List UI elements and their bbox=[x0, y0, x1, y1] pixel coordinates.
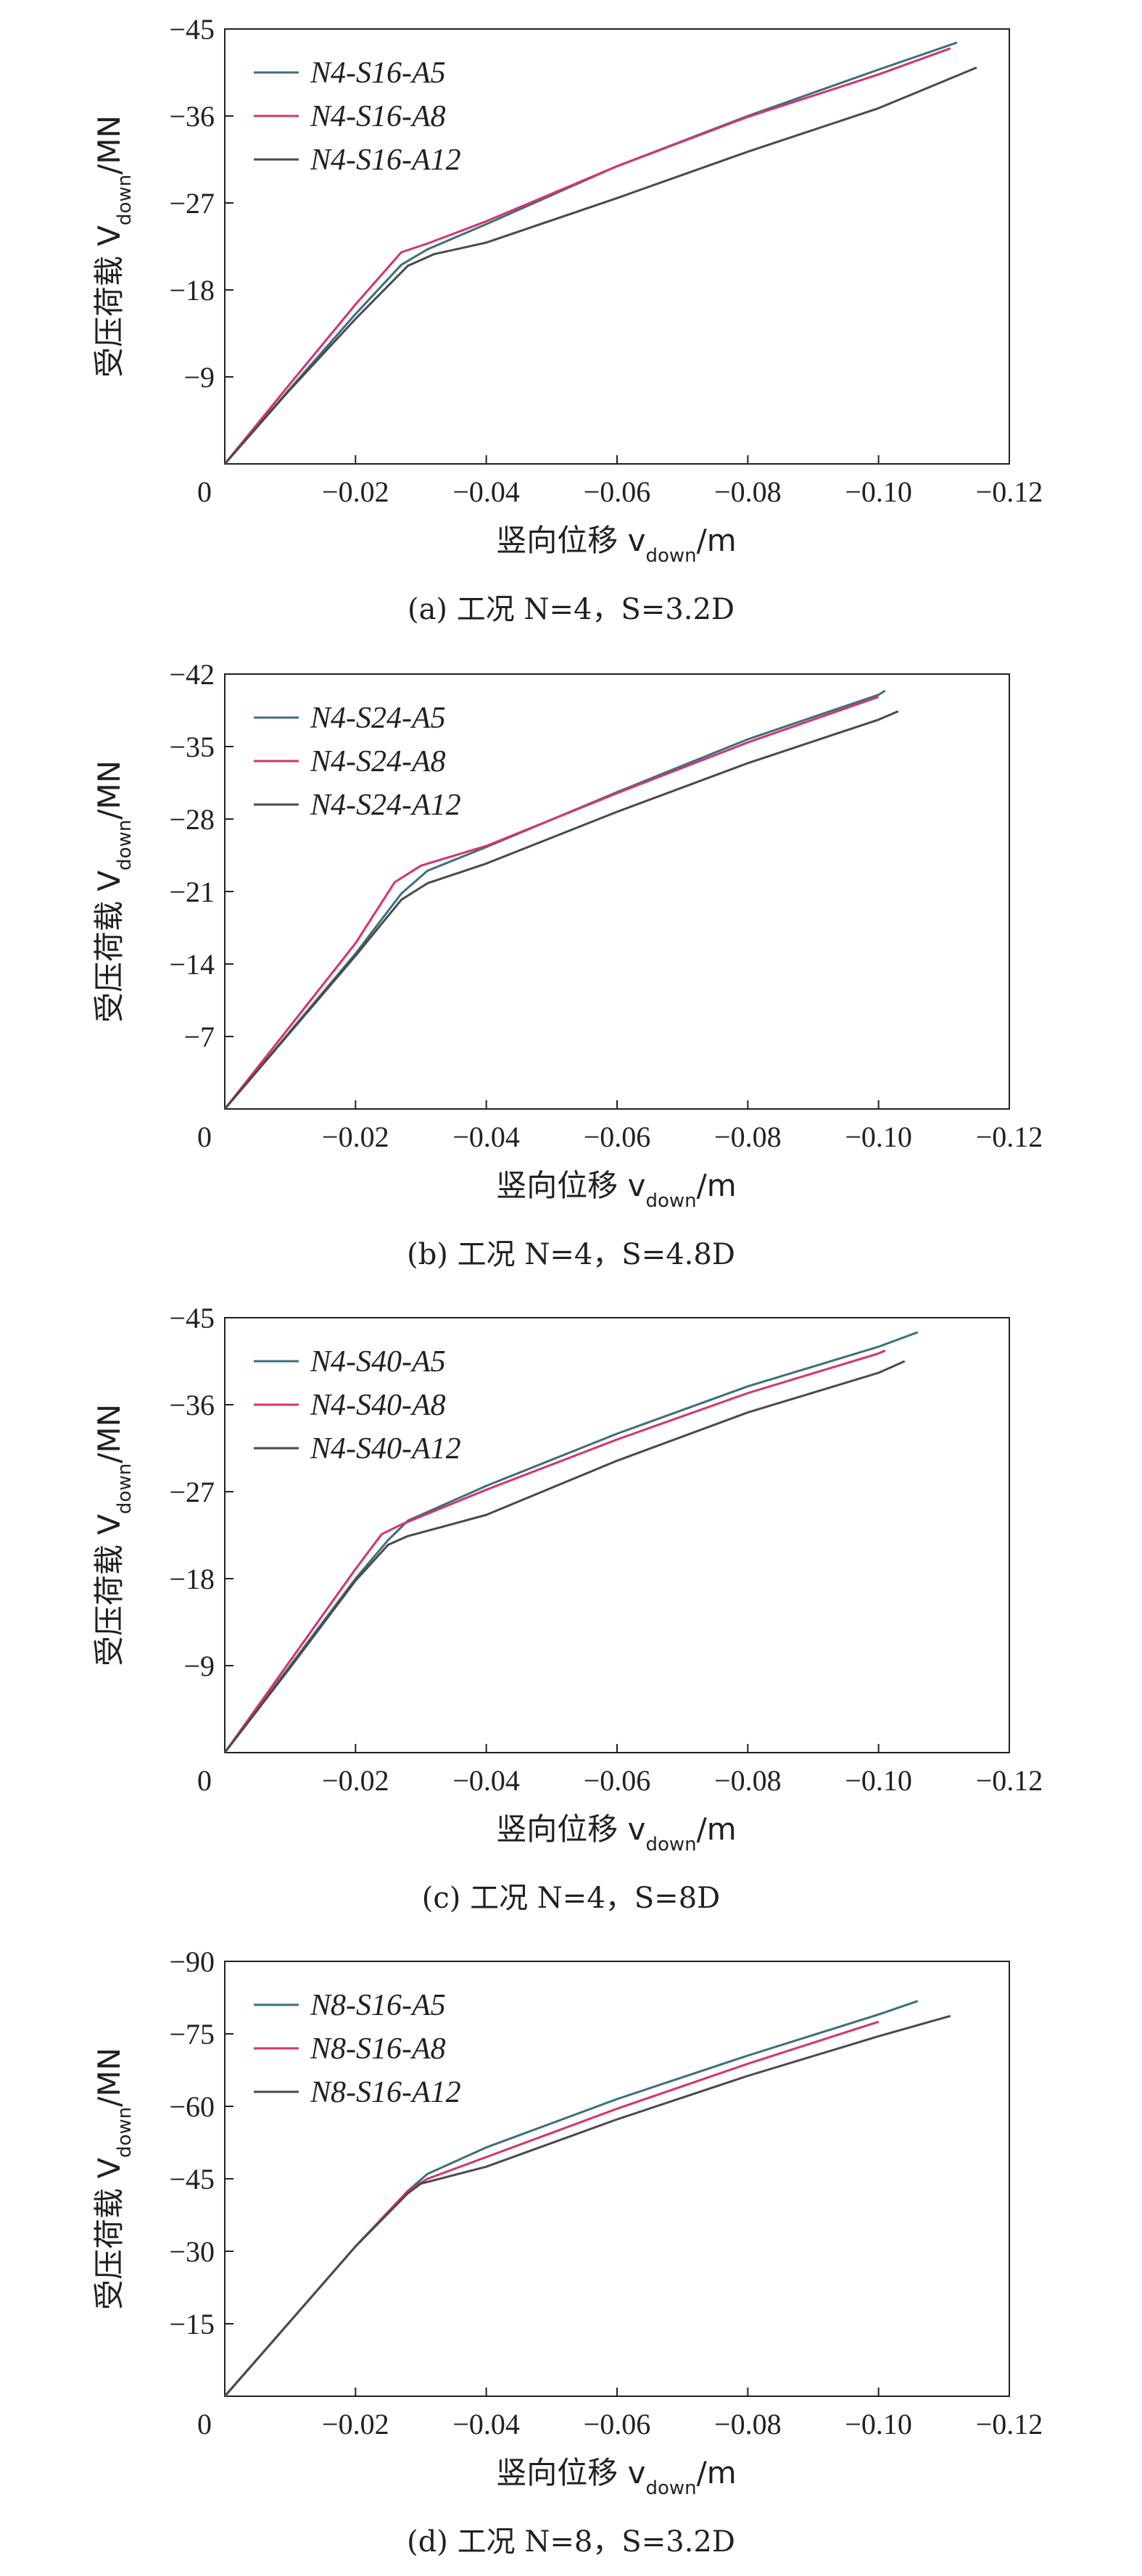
x-tick-label: −0.06 bbox=[584, 1764, 651, 1797]
x-tick-label: −0.12 bbox=[976, 1121, 1043, 1153]
x-tick-label: −0.04 bbox=[452, 475, 520, 508]
series-line-n4-s40-a12 bbox=[223, 1360, 906, 1753]
legend-label: N4-S24-A8 bbox=[310, 745, 446, 778]
y-tick-label: −27 bbox=[169, 187, 215, 220]
x-tick-label: −0.10 bbox=[845, 1121, 912, 1153]
x-tick-label: −0.10 bbox=[845, 1764, 912, 1797]
y-tick-label: −27 bbox=[169, 1476, 215, 1508]
line-chart: 0 −0.02 −0.04 −0.06 −0.08 −0.10 −0.12 −9 −18 −27 −… bbox=[91, 13, 1043, 567]
x-tick-label: −0.06 bbox=[584, 1121, 651, 1153]
x-axis-title: 竖向位移 vdown/m bbox=[496, 1168, 736, 1212]
legend-label: N4-S40-A12 bbox=[310, 1432, 461, 1466]
series-line-n4-s16-a5 bbox=[223, 41, 958, 465]
plot-frame bbox=[224, 673, 1010, 1110]
series-line-n4-s40-a5 bbox=[223, 1331, 919, 1753]
plot-frame bbox=[224, 1961, 1010, 2397]
x-tick-label: −0.04 bbox=[452, 2408, 520, 2440]
x-tick-label: −0.08 bbox=[714, 1764, 782, 1797]
x-tick-label: 0 bbox=[197, 1121, 212, 1153]
series-line-n4-s16-a12 bbox=[223, 66, 977, 465]
x-tick-label: −0.02 bbox=[322, 1121, 389, 1153]
x-tick-label: −0.06 bbox=[584, 475, 651, 508]
x-tick-label: 0 bbox=[197, 475, 212, 508]
y-tick-label: −60 bbox=[169, 2090, 215, 2123]
figure-caption: (d) 工况 N=8，S=3.2D bbox=[407, 2525, 735, 2559]
figure-caption: (a) 工况 N=4，S=3.2D bbox=[407, 593, 735, 626]
y-tick-label: −36 bbox=[169, 100, 215, 133]
y-tick-label: −9 bbox=[183, 361, 215, 394]
legend-label: N8-S16-A12 bbox=[310, 2076, 461, 2109]
y-tick-label: −21 bbox=[169, 876, 215, 908]
x-tick-label: −0.02 bbox=[322, 1764, 389, 1797]
legend-label: N4-S40-A5 bbox=[310, 1345, 446, 1379]
x-tick-label: −0.02 bbox=[322, 475, 389, 508]
legend-label: N4-S24-A5 bbox=[310, 702, 446, 735]
y-tick-label: −15 bbox=[169, 2308, 215, 2340]
y-axis-title: 受压荷载 Vdown/MN bbox=[91, 760, 136, 1023]
y-tick-label: −18 bbox=[169, 1563, 215, 1595]
chart-panel: 0 −0.02 −0.04 −0.06 −0.08 −0.10 −0.12 −9 −18 −27 −… bbox=[0, 0, 1142, 644]
line-chart: 0 −0.02 −0.04 −0.06 −0.08 −0.10 −0.12 −15 −30 −45… bbox=[91, 1945, 1043, 2499]
plot-frame bbox=[224, 28, 1010, 465]
legend-label: N4-S16-A12 bbox=[310, 144, 461, 177]
legend-label: N4-S24-A12 bbox=[310, 789, 461, 822]
y-tick-label: −35 bbox=[169, 731, 215, 763]
y-tick-label: −18 bbox=[169, 274, 215, 307]
x-tick-label: −0.08 bbox=[714, 2408, 782, 2440]
series-line-n8-s16-a12 bbox=[223, 2014, 951, 2397]
plot-frame bbox=[224, 1317, 1010, 1753]
legend-label: N4-S16-A8 bbox=[310, 100, 446, 133]
y-tick-label: −28 bbox=[169, 803, 215, 836]
x-axis-title: 竖向位移 vdown/m bbox=[496, 1811, 736, 1856]
x-tick-label: −0.10 bbox=[845, 475, 912, 508]
series-line-n4-s24-a12 bbox=[223, 710, 899, 1110]
x-tick-label: −0.08 bbox=[714, 475, 782, 508]
x-tick-label: −0.12 bbox=[976, 2408, 1043, 2440]
legend-label: N4-S16-A5 bbox=[310, 57, 446, 90]
y-axis-title: 受压荷载 Vdown/MN bbox=[91, 2048, 136, 2310]
series-line-n4-s40-a8 bbox=[223, 1349, 886, 1753]
figure-caption: (c) 工况 N=4，S=8D bbox=[421, 1882, 721, 1915]
line-chart: 0 −0.02 −0.04 −0.06 −0.08 −0.10 −0.12 −9 −18 −27 −… bbox=[91, 1302, 1043, 1856]
y-tick-label: −75 bbox=[169, 2018, 215, 2051]
series-line-n4-s24-a8 bbox=[223, 695, 880, 1110]
y-tick-label: −30 bbox=[169, 2235, 215, 2268]
y-tick-label: −45 bbox=[169, 13, 215, 46]
figure-caption: (b) 工况 N=4，S=4.8D bbox=[407, 1238, 735, 1271]
legend-label: N8-S16-A5 bbox=[310, 1989, 446, 2022]
y-tick-label: −9 bbox=[183, 1650, 215, 1682]
x-axis-title: 竖向位移 vdown/m bbox=[496, 523, 736, 567]
x-tick-label: −0.04 bbox=[452, 1764, 520, 1797]
y-tick-label: −42 bbox=[169, 658, 215, 691]
x-tick-label: 0 bbox=[197, 1764, 212, 1797]
legend-label: N4-S40-A8 bbox=[310, 1389, 446, 1422]
y-axis-title: 受压荷载 Vdown/MN bbox=[91, 115, 136, 378]
x-axis-title: 竖向位移 vdown/m bbox=[496, 2455, 736, 2499]
y-tick-label: −45 bbox=[169, 1302, 215, 1334]
y-axis-title: 受压荷载 Vdown/MN bbox=[91, 1404, 136, 1666]
x-tick-label: −0.04 bbox=[452, 1121, 520, 1153]
x-tick-label: 0 bbox=[197, 2408, 212, 2440]
x-tick-label: −0.08 bbox=[714, 1121, 782, 1153]
chart-panel: 0 −0.02 −0.04 −0.06 −0.08 −0.10 −0.12 −9 −18 −27 −… bbox=[0, 1289, 1142, 1932]
y-tick-label: −36 bbox=[169, 1389, 215, 1421]
x-tick-label: −0.06 bbox=[584, 2408, 651, 2440]
x-tick-label: −0.02 bbox=[322, 2408, 389, 2440]
series-line-n4-s16-a8 bbox=[223, 47, 951, 465]
legend-label: N8-S16-A8 bbox=[310, 2032, 446, 2066]
chart-panel: 0 −0.02 −0.04 −0.06 −0.08 −0.10 −0.12 −7 −14 −21 −… bbox=[0, 645, 1142, 1289]
x-tick-label: −0.10 bbox=[845, 2408, 912, 2440]
y-tick-label: −14 bbox=[169, 948, 215, 981]
y-tick-label: −90 bbox=[169, 1945, 215, 1978]
line-chart: 0 −0.02 −0.04 −0.06 −0.08 −0.10 −0.12 −7 −14 −21 −… bbox=[91, 658, 1043, 1212]
x-tick-label: −0.12 bbox=[976, 475, 1043, 508]
y-tick-label: −7 bbox=[183, 1021, 215, 1053]
y-tick-label: −45 bbox=[169, 2163, 215, 2195]
chart-panel: 0 −0.02 −0.04 −0.06 −0.08 −0.10 −0.12 −15 −30 −45… bbox=[0, 1932, 1142, 2576]
x-tick-label: −0.12 bbox=[976, 1764, 1043, 1797]
